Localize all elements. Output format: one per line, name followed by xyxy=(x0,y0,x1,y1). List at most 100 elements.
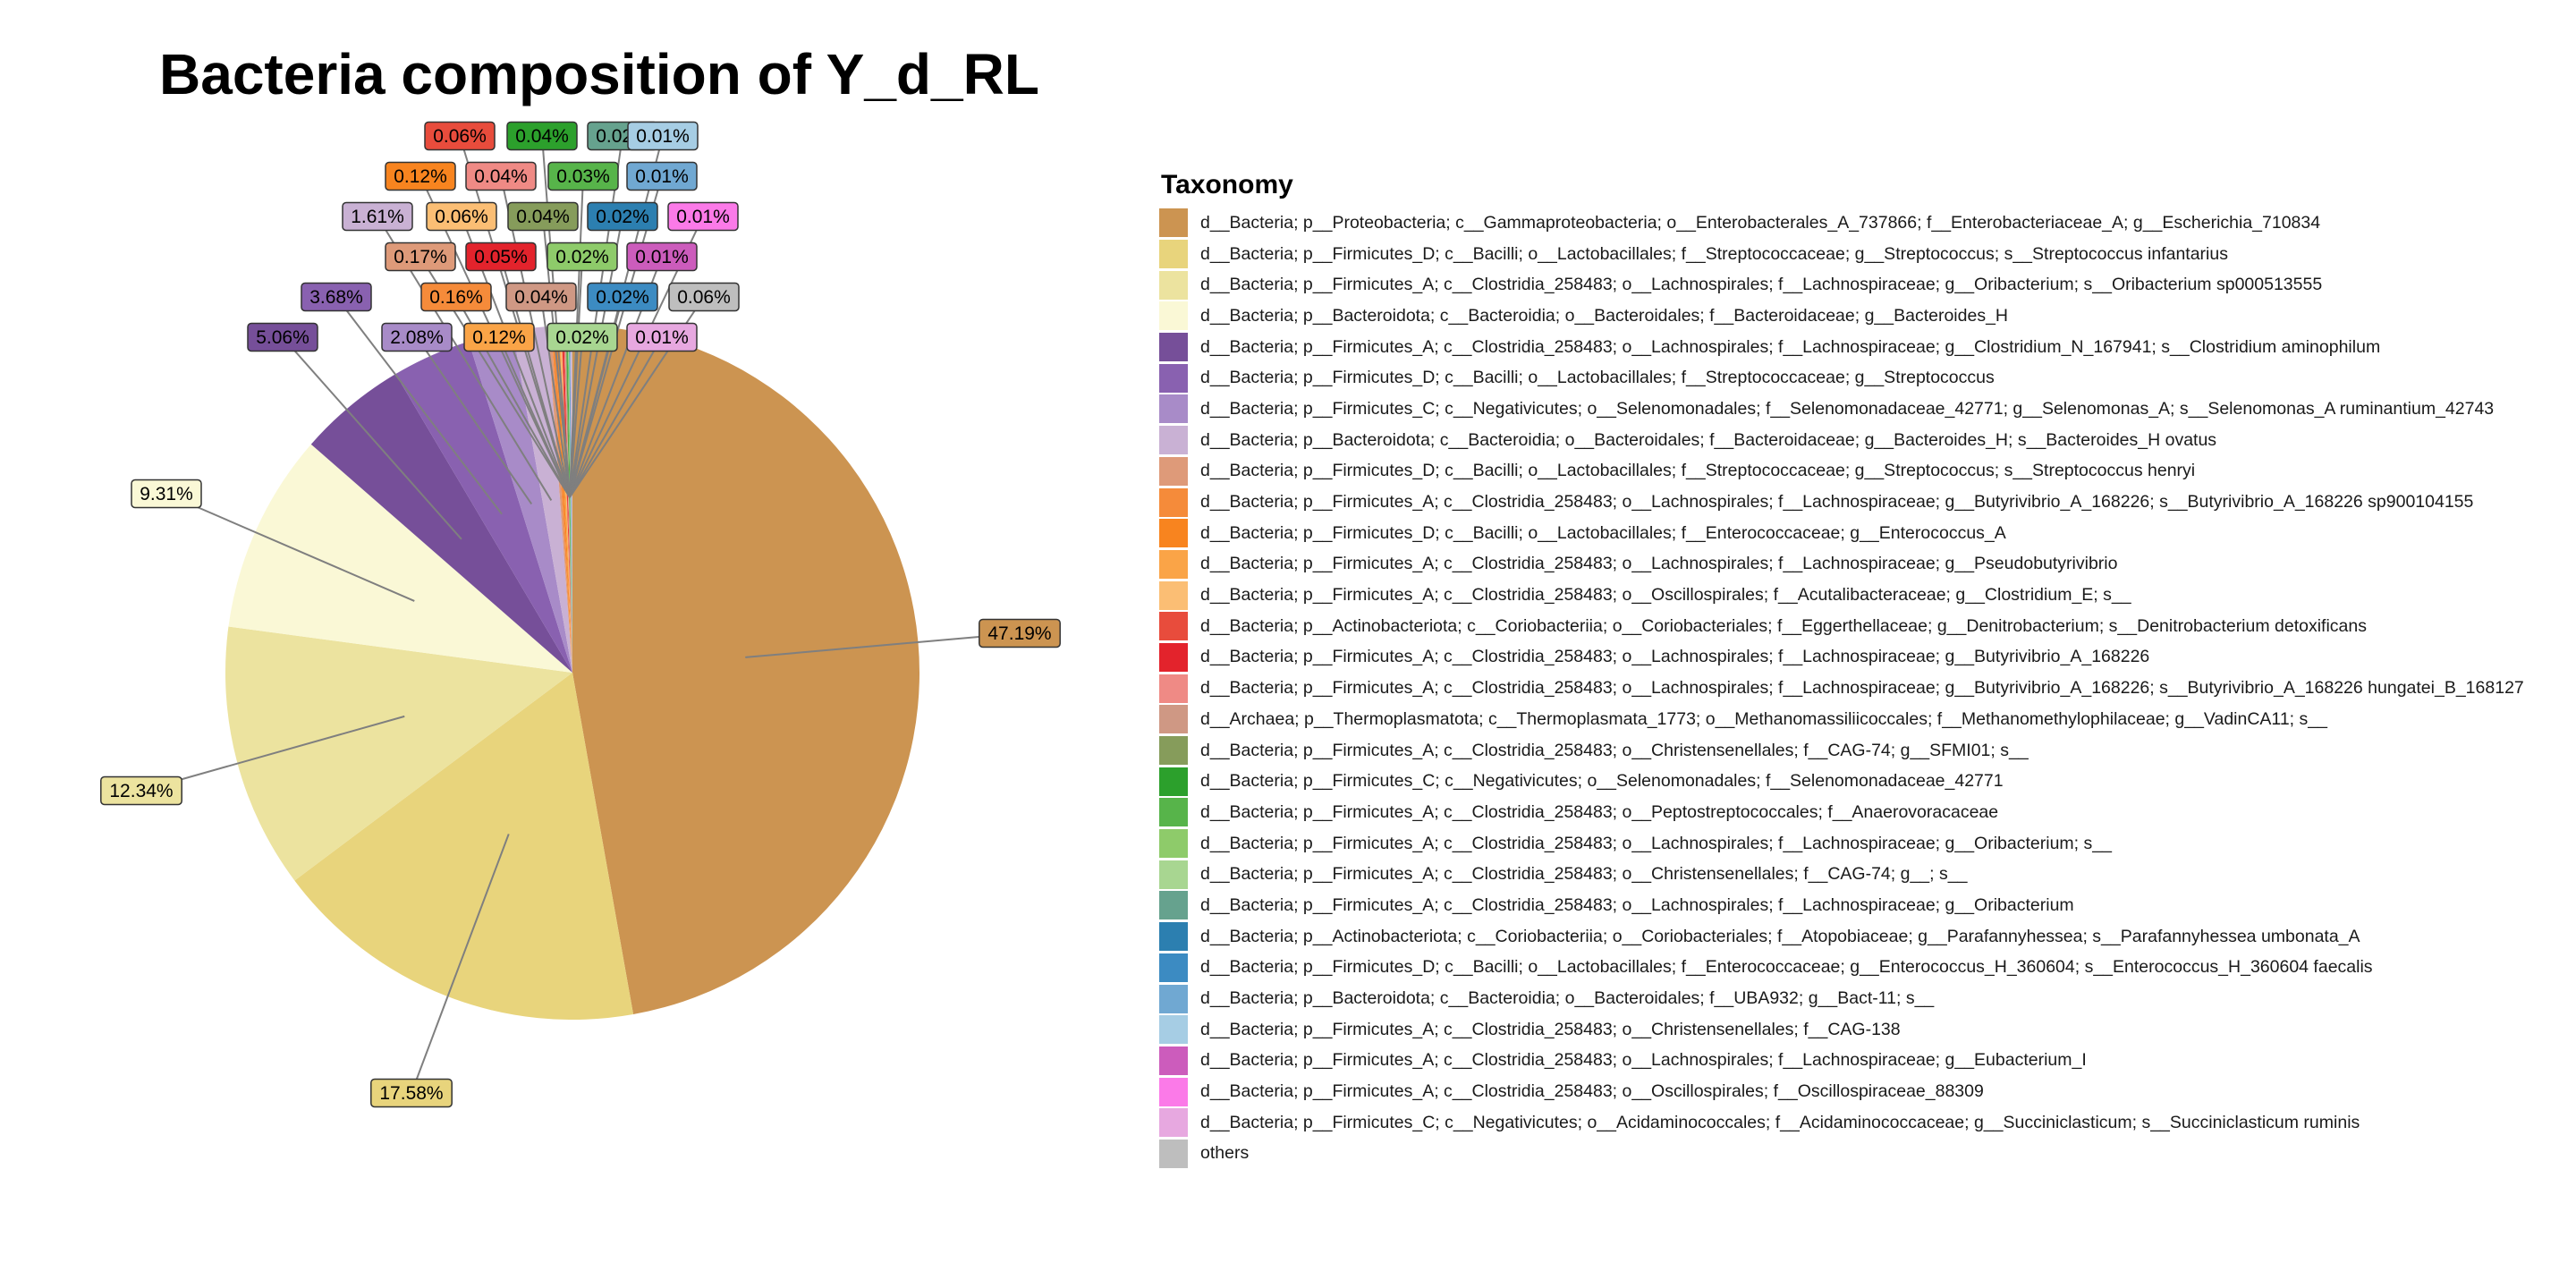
legend-swatch xyxy=(1159,301,1188,331)
legend-item: d__Bacteria; p__Firmicutes_A; c__Clostri… xyxy=(1159,890,2524,921)
leader-line xyxy=(459,135,571,498)
value-label-box xyxy=(247,322,318,352)
value-label: 0.05% xyxy=(474,247,528,267)
value-label: 2.08% xyxy=(390,327,444,348)
legend-swatch xyxy=(1159,580,1188,610)
legend-swatch xyxy=(1159,674,1188,703)
legend-label: d__Bacteria; p__Firmicutes_A; c__Clostri… xyxy=(1200,678,2524,699)
legend-swatch xyxy=(1159,240,1188,269)
leader-line xyxy=(745,632,1021,658)
legend-swatch xyxy=(1159,642,1188,672)
legend-swatch xyxy=(1159,705,1188,734)
value-label-box xyxy=(626,322,698,352)
value-label: 47.19% xyxy=(987,623,1051,644)
legend-swatch xyxy=(1159,1077,1188,1106)
leader-line xyxy=(569,135,623,498)
value-label-box xyxy=(547,242,618,272)
leader-line xyxy=(498,336,571,498)
legend-swatch xyxy=(1159,891,1188,920)
legend-swatch xyxy=(1159,519,1188,548)
legend-swatch xyxy=(1159,860,1188,889)
pie-slice xyxy=(570,326,572,673)
value-label: 0.02% xyxy=(555,327,609,348)
legend-label: d__Bacteria; p__Firmicutes_A; c__Clostri… xyxy=(1200,275,2323,295)
legend-swatch xyxy=(1159,456,1188,486)
legend-swatch xyxy=(1159,736,1188,766)
legend-label: d__Bacteria; p__Firmicutes_A; c__Clostri… xyxy=(1200,647,2150,667)
value-label: 0.04% xyxy=(515,126,569,147)
leader-line xyxy=(569,256,583,498)
legend-item: d__Bacteria; p__Firmicutes_D; c__Bacilli… xyxy=(1159,518,2524,549)
legend-label: d__Bacteria; p__Firmicutes_A; c__Clostri… xyxy=(1200,585,2131,606)
value-label-box xyxy=(100,775,182,806)
pie-slice xyxy=(572,326,919,1014)
legend-items: d__Bacteria; p__Proteobacteria; c__Gamma… xyxy=(1159,208,2524,1169)
legend-label: d__Bacteria; p__Bacteroidota; c__Bactero… xyxy=(1200,429,2217,450)
leader-line xyxy=(541,135,571,498)
value-label: 0.01% xyxy=(635,166,689,187)
value-label-box xyxy=(587,282,658,312)
legend-item: d__Bacteria; p__Bacteroidota; c__Bactero… xyxy=(1159,301,2524,332)
legend-swatch xyxy=(1159,612,1188,641)
value-label-box xyxy=(342,201,413,232)
value-label: 0.16% xyxy=(429,287,483,308)
value-label: 0.06% xyxy=(677,287,731,308)
pie-slices xyxy=(225,326,919,1020)
value-label: 0.12% xyxy=(394,166,447,187)
leader-line xyxy=(569,135,664,498)
legend-item: d__Bacteria; p__Bacteroidota; c__Bactero… xyxy=(1159,983,2524,1014)
pie-slice xyxy=(564,326,572,673)
value-label-box xyxy=(463,322,535,352)
value-label: 12.34% xyxy=(109,781,173,801)
legend-swatch xyxy=(1159,1108,1188,1138)
value-label-box xyxy=(627,121,699,151)
slice-value-labels: 47.19% 17.58% 12.34% 9.31% 5.06%3.68% 2.08% 1.… xyxy=(100,121,1061,1108)
value-label: 0.02% xyxy=(555,247,609,267)
legend-label: d__Bacteria; p__Firmicutes_A; c__Clostri… xyxy=(1200,833,2112,853)
leader-line xyxy=(411,834,510,1094)
legend-swatch xyxy=(1159,394,1188,424)
legend-label: d__Bacteria; p__Firmicutes_C; c__Negativ… xyxy=(1200,398,2495,419)
legend-label: d__Bacteria; p__Firmicutes_A; c__Clostri… xyxy=(1200,1019,1901,1039)
legend-item: d__Bacteria; p__Firmicutes_A; c__Clostri… xyxy=(1159,1046,2524,1077)
legend-item: d__Bacteria; p__Firmicutes_A; c__Clostri… xyxy=(1159,332,2524,363)
pie-slice xyxy=(567,326,572,673)
value-label: 1.61% xyxy=(351,207,404,227)
legend-label: d__Archaea; p__Thermoplasmatota; c__Ther… xyxy=(1200,708,2327,729)
value-label: 3.68% xyxy=(309,287,363,308)
value-label-box xyxy=(420,282,492,312)
legend-label: d__Bacteria; p__Firmicutes_D; c__Bacilli… xyxy=(1200,243,2228,264)
value-label-box xyxy=(381,322,453,352)
legend-item: d__Bacteria; p__Proteobacteria; c__Gamma… xyxy=(1159,208,2524,239)
value-label: 0.17% xyxy=(394,247,447,267)
legend-label: d__Bacteria; p__Firmicutes_A; c__Clostri… xyxy=(1200,864,1968,885)
pie-slice xyxy=(551,326,572,673)
pie-slice xyxy=(568,326,572,673)
value-label-box xyxy=(979,618,1061,648)
legend-label: others xyxy=(1200,1143,1250,1164)
legend-item: d__Bacteria; p__Firmicutes_D; c__Bacilli… xyxy=(1159,456,2524,487)
pie-slice xyxy=(228,444,572,673)
pie-slice xyxy=(310,374,572,673)
value-label: 0.06% xyxy=(433,126,487,147)
value-label: 0.06% xyxy=(435,207,488,227)
value-label-box xyxy=(465,242,537,272)
legend-swatch xyxy=(1159,1046,1188,1075)
legend-label: d__Bacteria; p__Firmicutes_A; c__Clostri… xyxy=(1200,740,2029,760)
legend-swatch xyxy=(1159,208,1188,238)
pie-slice xyxy=(570,326,572,673)
leader-line xyxy=(165,493,415,602)
legend-item: d__Bacteria; p__Firmicutes_A; c__Clostri… xyxy=(1159,859,2524,890)
legend-item: d__Bacteria; p__Firmicutes_C; c__Negativ… xyxy=(1159,1107,2524,1139)
pie-slice xyxy=(571,326,572,673)
leader-line xyxy=(140,715,405,792)
legend-swatch xyxy=(1159,829,1188,859)
legend-label: d__Bacteria; p__Firmicutes_D; c__Bacilli… xyxy=(1200,368,1995,388)
pie-slice xyxy=(395,341,572,673)
legend-item: d__Bacteria; p__Firmicutes_D; c__Bacilli… xyxy=(1159,362,2524,394)
legend-label: d__Bacteria; p__Firmicutes_A; c__Clostri… xyxy=(1200,492,2474,513)
leader-line xyxy=(416,336,533,505)
legend-swatch xyxy=(1159,798,1188,827)
pie-slice xyxy=(565,326,572,673)
value-label-box xyxy=(626,161,698,191)
